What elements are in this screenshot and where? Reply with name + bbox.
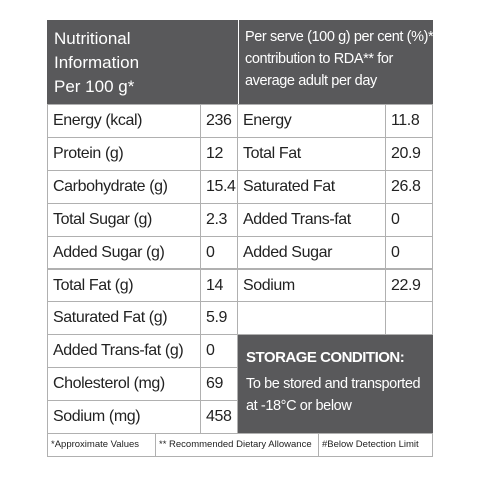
storage-box — [238, 335, 433, 433]
row-label: Sodium (mg) — [47, 400, 201, 434]
row-value: 11.8 — [385, 104, 433, 138]
row-value: 5.9 — [200, 301, 238, 336]
row-label: Added Trans-fat — [237, 202, 386, 237]
storage-line: at -18°C or below — [246, 398, 352, 415]
row-value: 22.9 — [385, 268, 433, 303]
row-label: Carbohydrate (g) — [47, 169, 201, 204]
row-label: Energy — [237, 104, 386, 138]
row-value: 15.4 — [200, 169, 238, 204]
row-value: 20.9 — [385, 136, 433, 171]
header-left-line: Per 100 g* — [54, 77, 135, 96]
row-label: Added Sugar (g) — [47, 235, 201, 270]
row-label: Saturated Fat (g) — [47, 301, 201, 336]
row-value: 0 — [200, 334, 238, 369]
row-label: Total Fat — [237, 136, 386, 171]
storage-line: To be stored and transported — [246, 376, 421, 393]
row-value: 0 — [200, 235, 238, 270]
footer-note: ** Recommended Dietary Allowance — [155, 433, 319, 457]
row-value: 458 — [200, 400, 238, 434]
header-right-line: average adult per day — [245, 73, 377, 89]
header-right-line: contribution to RDA** for — [245, 51, 393, 67]
row-label: Sodium — [237, 268, 386, 303]
header-left-line: Nutritional — [54, 29, 131, 48]
row-value: 236 — [200, 104, 238, 138]
storage-title: STORAGE CONDITION: — [246, 349, 405, 367]
row-value: 26.8 — [385, 169, 433, 204]
row-label: Added Trans-fat (g) — [47, 334, 201, 369]
row-value: 69 — [200, 367, 238, 402]
header-left — [47, 20, 238, 104]
header-right — [239, 20, 433, 104]
row-label: Added Sugar — [237, 235, 386, 270]
row-value: 2.3 — [200, 202, 238, 237]
row-value: 0 — [385, 202, 433, 237]
row-value: 14 — [200, 268, 238, 303]
row-label: Total Sugar (g) — [47, 202, 201, 237]
row-label: Cholesterol (mg) — [47, 367, 201, 402]
row-value: 0 — [385, 235, 433, 270]
row-label: Energy (kcal) — [47, 104, 201, 138]
empty-cell — [237, 301, 386, 336]
row-label: Total Fat (g) — [47, 268, 201, 303]
header-right-line: Per serve (100 g) per cent (%)* — [245, 29, 434, 45]
row-label: Protein (g) — [47, 136, 201, 171]
row-value: 12 — [200, 136, 238, 171]
empty-cell — [385, 301, 433, 336]
footer-note: #Below Detection Limit — [318, 433, 433, 457]
header-left-line: Information — [54, 53, 140, 72]
footer-note: *Approximate Values — [47, 433, 156, 457]
row-label: Saturated Fat — [237, 169, 386, 204]
